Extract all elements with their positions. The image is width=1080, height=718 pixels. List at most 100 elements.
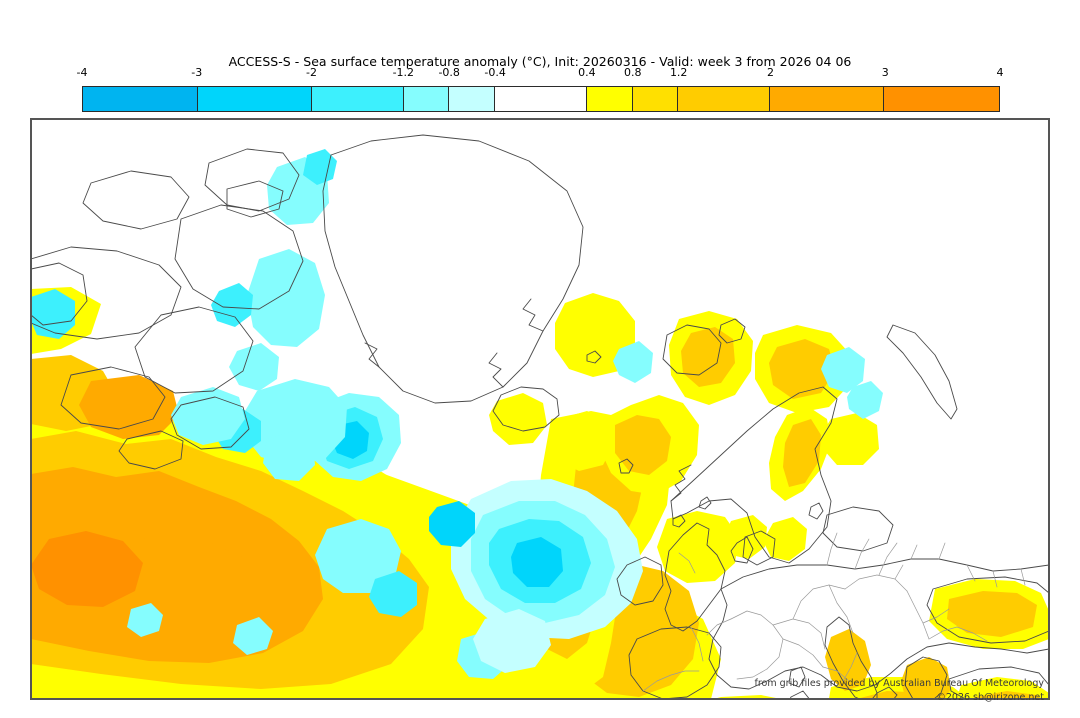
anomaly-warm-denmarkstrait [489,393,547,445]
coastline-labrador [134,306,254,394]
coastline-hudson-bay [31,262,88,326]
coastline-faroe [618,458,634,474]
anomaly-gold-norwegian [615,415,671,475]
colorbar-segment-9 [769,87,885,111]
coastline-ellesmere [204,148,300,212]
sst-anomaly-map [31,119,1049,699]
anomaly-warm-medeast [956,677,1049,699]
map-border [31,119,1049,699]
coastline-nova-scotia [118,430,184,470]
anomaly-warm-aegean [901,657,951,699]
anomaly-gold-baltic [783,419,821,487]
colorbar-segment-7 [632,87,679,111]
anomaly-gold-barents [681,327,735,387]
coastline-scotland-isles [672,514,686,528]
anomaly-cold-hudson [211,283,253,327]
colorbar-tick-1: -3 [191,66,203,79]
anomaly-cold-baffin-halo [247,249,325,347]
colorbar-gradient [82,86,1000,112]
anomaly-cold-barents-e [821,347,865,393]
anomaly-cold-mid-c [263,431,315,481]
anomaly-gold-medeast [974,691,1041,699]
colorbar-segment-8 [678,87,770,111]
colorbar-segment-1 [197,87,312,111]
colorbar-tick-labels: -4 -3 -2 -1.2 -0.8 -0.4 0.4 0.8 1.2 2 3 4 [77,66,1004,82]
anomaly-cold-south-b [473,609,551,673]
colorbar-tick-2: -2 [306,66,317,79]
coastline-greenland [322,134,584,404]
colorbar-tick-5: -0.4 [484,66,506,79]
colorbar-tick-6: 0.4 [578,66,596,79]
coastline-devon [226,180,284,218]
colorbar-tick-3: -1.2 [392,66,415,79]
colorbar [82,86,1000,112]
colorbar-segment-5 [495,87,587,111]
colorbar-segment-4 [449,87,496,111]
anomaly-cold-tiny-b [233,617,273,655]
colorbar-segment-10 [884,87,999,111]
coastlines [31,134,1049,699]
anomaly-warm-northsea [657,511,739,583]
coastline-newfoundland [170,396,250,450]
coastline-iceland [492,386,560,432]
country-borders [642,532,1026,692]
colorbar-tick-11: 4 [996,66,1004,79]
anomaly-cold-tiny-a [127,603,163,637]
coastline-janmayen [586,350,602,364]
anomaly-cold-svalbard [613,341,653,383]
coastline-iberia [628,626,722,699]
credit-source: from grib files provided by Australian B… [754,678,1044,689]
coastline-victoria [82,170,190,230]
coastline-shetland [698,496,712,510]
anomaly-cold-subpolar-deep [511,537,563,587]
anomaly-orange-blob-c [79,375,179,439]
coastline-europe-mainland [708,558,1049,692]
coastline-great-britain [664,522,726,632]
colorbar-segment-6 [586,87,633,111]
coastline-corsica [788,666,806,688]
anomaly-cold-subpolar-deep2 [429,501,475,547]
colorbar-tick-8: 1.2 [669,66,688,79]
anomaly-cold-labsea-n [229,343,279,391]
coastline-baltic-states [822,506,894,552]
coastline-norway-fjords [670,464,692,502]
coastline-greenland-fjords2 [488,352,504,388]
anomaly-warm-adriatic [825,629,871,691]
coastline-svalbard-2 [718,318,746,344]
coastline-jutland [730,536,754,564]
coastline-sardinia [789,690,810,699]
colorbar-tick-4: -0.8 [438,66,460,79]
anomaly-warm-eastgreenland [555,293,635,377]
coastline-denmark [742,530,776,566]
colorbar-segment-2 [312,87,404,111]
coastline-canada-east [60,366,166,430]
coastline-ireland [616,556,664,606]
anomaly-warm-baltic-south [763,517,807,561]
colorbar-tick-0: -4 [76,66,88,79]
anomaly-field [31,149,1049,699]
coastline-svalbard [662,324,722,376]
anomaly-warm-whitesea [823,413,879,465]
anomaly-cold-arctic-c [303,149,337,185]
anomaly-gold-barents-east [769,339,835,399]
colorbar-tick-10: 3 [881,66,889,79]
anomaly-orange-blob-b [151,543,253,615]
anomaly-cold-barents-e2 [847,381,883,419]
coastline-turkey [948,666,1049,699]
anomaly-gold-blacksea [947,591,1037,637]
anomaly-cold-mid-b [369,571,417,617]
colorbar-segment-3 [403,87,450,111]
coastline-greece [904,656,948,699]
anomaly-warm-iceland-se [551,411,615,471]
anomaly-deep-orange-core [31,531,143,607]
coastline-blacksea [926,576,1049,644]
colorbar-tick-7: 0.8 [624,66,642,79]
page-title: ACCESS-S - Sea surface temperature anoma… [228,54,852,69]
coastline-gotland [808,502,824,520]
coastline-italy-heel [876,686,898,699]
anomaly-cold-west-edge [31,289,75,339]
credit-copyright: ©2026 sb@irizone.net [936,692,1044,703]
coastline-novaya-zemlya [886,324,958,420]
map-panel [30,118,1050,700]
coastline-greenland-fjords [522,298,544,332]
